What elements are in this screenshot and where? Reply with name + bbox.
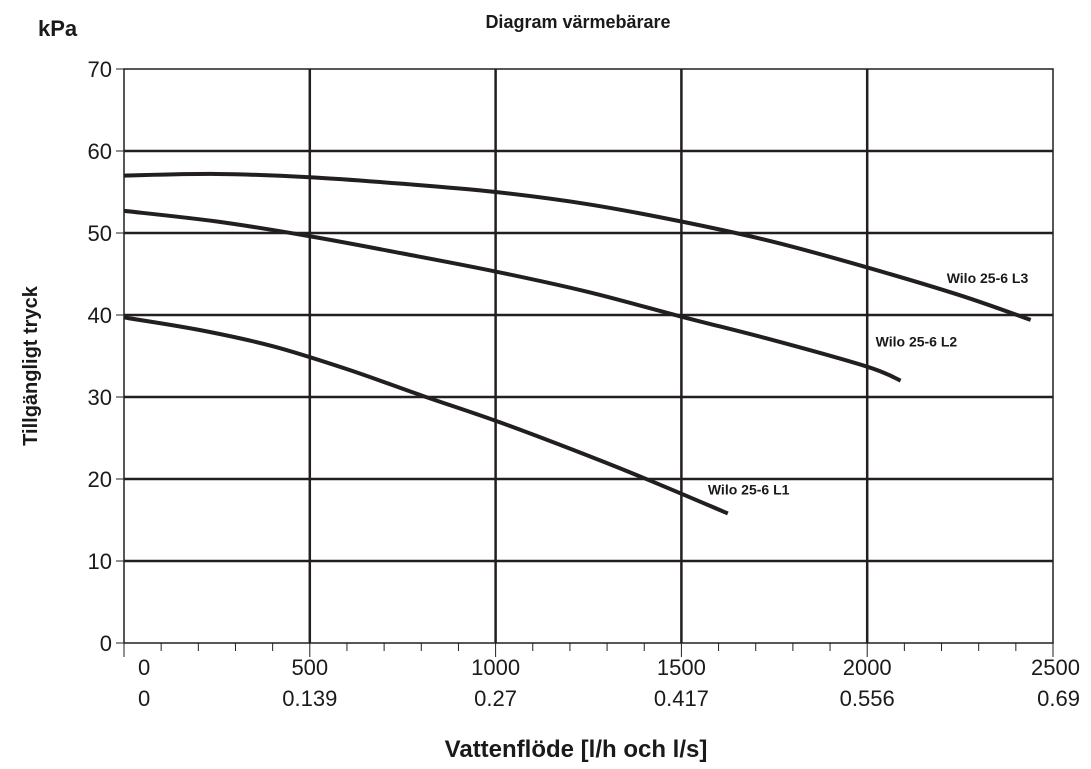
series-line-1 xyxy=(123,315,729,516)
gridlines xyxy=(124,69,1053,643)
chart-title: Diagram värmebärare xyxy=(485,12,670,32)
y-tick-label: 10 xyxy=(88,549,112,574)
y-unit-label: kPa xyxy=(38,16,78,41)
plot-area xyxy=(123,68,1054,644)
y-tick-label: 30 xyxy=(88,385,112,410)
series-label-2: Wilo 25-6 L2 xyxy=(876,334,958,350)
plot-border xyxy=(123,68,1054,644)
y-tick-label: 0 xyxy=(100,631,112,656)
series-label-3: Wilo 25-6 L3 xyxy=(947,270,1029,286)
x-tick-label: 500 xyxy=(291,655,328,680)
x-tick-label: 1500 xyxy=(657,655,706,680)
series-lines xyxy=(123,171,1032,516)
y-tick-label: 70 xyxy=(88,57,112,82)
series-line-2 xyxy=(123,208,902,383)
y-tick-label: 50 xyxy=(88,221,112,246)
x-tick-label-secondary: 0.139 xyxy=(282,686,337,711)
x-tick-label: 0 xyxy=(138,655,150,680)
y-axis-label: Tillgängligt tryck xyxy=(20,285,42,446)
y-tick-label: 60 xyxy=(88,139,112,164)
y-tick-label: 20 xyxy=(88,467,112,492)
x-axis-label: Vattenflöde [l/h och l/s] xyxy=(445,736,708,763)
x-tick-label: 2500 xyxy=(1031,655,1080,680)
x-minor-ticks xyxy=(116,68,1054,657)
series-line-3 xyxy=(123,171,1032,322)
x-tick-label-secondary: 0.69 xyxy=(1037,686,1080,711)
y-tick-label: 40 xyxy=(88,303,112,328)
x-tick-label-secondary: 0 xyxy=(138,686,150,711)
x-tick-label: 2000 xyxy=(843,655,892,680)
x-tick-label-secondary: 0.556 xyxy=(840,686,895,711)
series-label-1: Wilo 25-6 L1 xyxy=(708,481,790,497)
x-tick-label-secondary: 0.27 xyxy=(474,686,517,711)
series-labels: Wilo 25-6 L1 Wilo 25-6 L2 Wilo 25-6 L3 xyxy=(708,270,1029,498)
x-tick-labels: 0 0 500 0.139 1000 0.27 1500 0.417 2000 0.556 2500… xyxy=(138,655,1080,711)
y-tick-labels: 0 10 20 30 40 50 60 70 xyxy=(88,57,112,656)
x-tick-label-secondary: 0.417 xyxy=(654,686,709,711)
x-tick-label: 1000 xyxy=(471,655,520,680)
